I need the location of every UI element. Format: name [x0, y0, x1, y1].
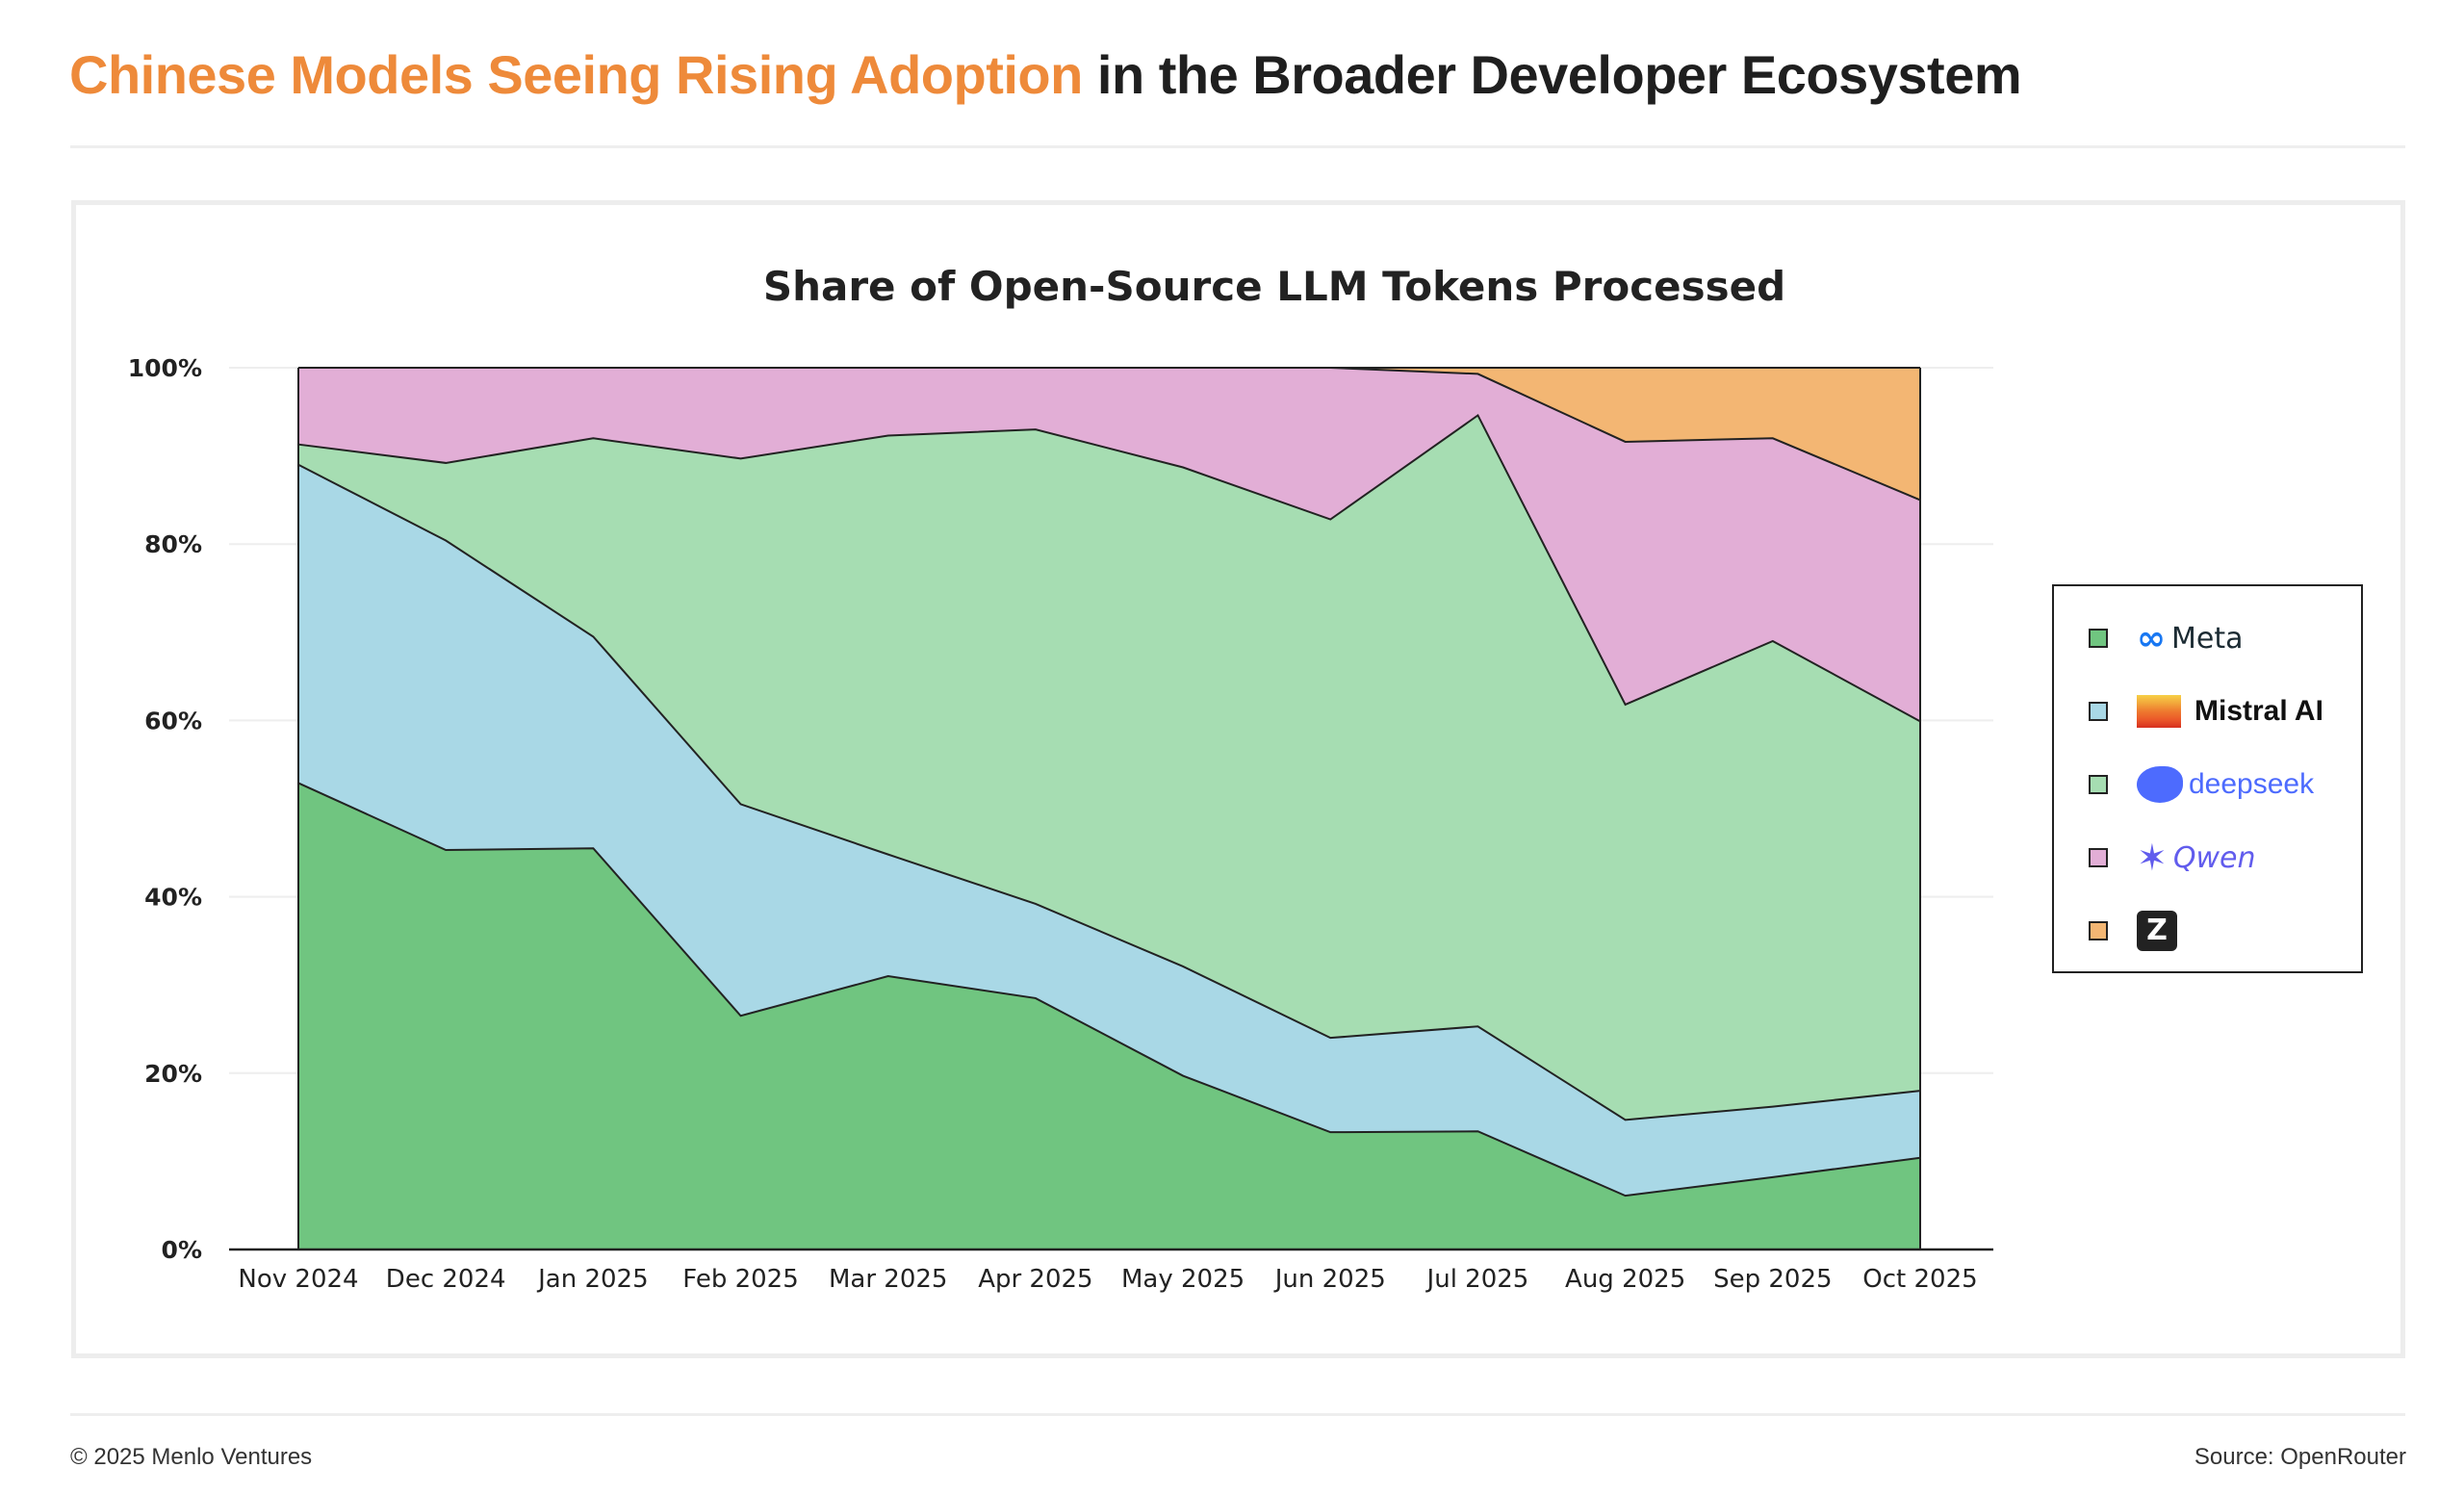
qwen-logo: ✶ Qwen — [2137, 837, 2255, 879]
z-icon: Z — [2137, 911, 2177, 951]
legend: ∞ Meta Mistral AI deepseek ✶ Qwen Z — [2052, 584, 2363, 973]
legend-label: Meta — [2171, 621, 2244, 656]
legend-swatch — [2089, 921, 2108, 940]
legend-swatch — [2089, 848, 2108, 867]
area-meta — [298, 783, 1920, 1249]
x-tick-label: Dec 2024 — [386, 1265, 506, 1294]
x-tick-label: Oct 2025 — [1862, 1265, 1977, 1294]
page-title: Chinese Models Seeing Rising Adoption in… — [69, 44, 2408, 106]
meta-logo: ∞ Meta — [2137, 619, 2244, 658]
area-qwen — [298, 368, 1920, 722]
x-tick-label: Jan 2025 — [536, 1265, 649, 1294]
legend-swatch — [2089, 629, 2108, 648]
legend-item-meta: ∞ Meta — [2089, 609, 2244, 667]
x-tick-label: Apr 2025 — [978, 1265, 1092, 1294]
x-tick-label: Sep 2025 — [1713, 1265, 1832, 1294]
area-deepseek — [298, 415, 1920, 1120]
x-tick-label: May 2025 — [1121, 1265, 1245, 1294]
legend-swatch — [2089, 702, 2108, 721]
source: Source: OpenRouter — [2194, 1444, 2406, 1470]
series-line-meta — [297, 782, 1921, 1198]
area-mistral-ai — [298, 464, 1920, 1197]
legend-item-qwen: ✶ Qwen — [2089, 829, 2255, 887]
series-line-mistral-ai — [297, 463, 1921, 1121]
x-tick-label: Feb 2025 — [682, 1265, 798, 1294]
zhipu-logo: Z — [2137, 911, 2177, 951]
mistral-logo: Mistral AI — [2137, 695, 2323, 728]
meta-infinity-icon: ∞ — [2137, 618, 2166, 658]
legend-item-mistral: Mistral AI — [2089, 683, 2323, 740]
mistral-icon — [2137, 695, 2181, 728]
x-tick-label: Jul 2025 — [1425, 1265, 1529, 1294]
x-tick-label: Nov 2024 — [238, 1265, 358, 1294]
chart-card — [71, 200, 2405, 1358]
x-tick-label: Aug 2025 — [1565, 1265, 1685, 1294]
legend-swatch — [2089, 775, 2108, 794]
series-line-deepseek — [297, 413, 1921, 723]
qwen-star-icon: ✶ — [2137, 837, 2168, 879]
title-rest: in the Broader Developer Ecosystem — [1082, 44, 2022, 105]
y-tick-label: 20% — [144, 1060, 202, 1088]
y-tick-label: 80% — [144, 530, 202, 558]
legend-item-deepseek: deepseek — [2089, 756, 2314, 813]
copyright: © 2025 Menlo Ventures — [70, 1444, 313, 1470]
whale-icon — [2137, 766, 2183, 803]
x-tick-label: Jun 2025 — [1273, 1265, 1386, 1294]
legend-label: deepseek — [2189, 768, 2315, 800]
x-tick-label: Mar 2025 — [829, 1265, 948, 1294]
title-highlight: Chinese Models Seeing Rising Adoption — [69, 44, 1083, 105]
area-z — [298, 368, 1920, 501]
chart-title: Share of Open-Source LLM Tokens Processe… — [763, 263, 1785, 310]
deepseek-logo: deepseek — [2137, 766, 2314, 803]
legend-label: Mistral AI — [2194, 695, 2323, 727]
header-divider — [70, 145, 2405, 148]
y-tick-label: 100% — [128, 354, 202, 382]
legend-label: Qwen — [2172, 840, 2256, 875]
y-tick-label: 60% — [144, 707, 202, 734]
y-tick-label: 0% — [162, 1236, 202, 1264]
y-tick-label: 40% — [144, 884, 202, 912]
legend-item-z: Z — [2089, 902, 2177, 960]
footer-divider — [70, 1413, 2405, 1416]
